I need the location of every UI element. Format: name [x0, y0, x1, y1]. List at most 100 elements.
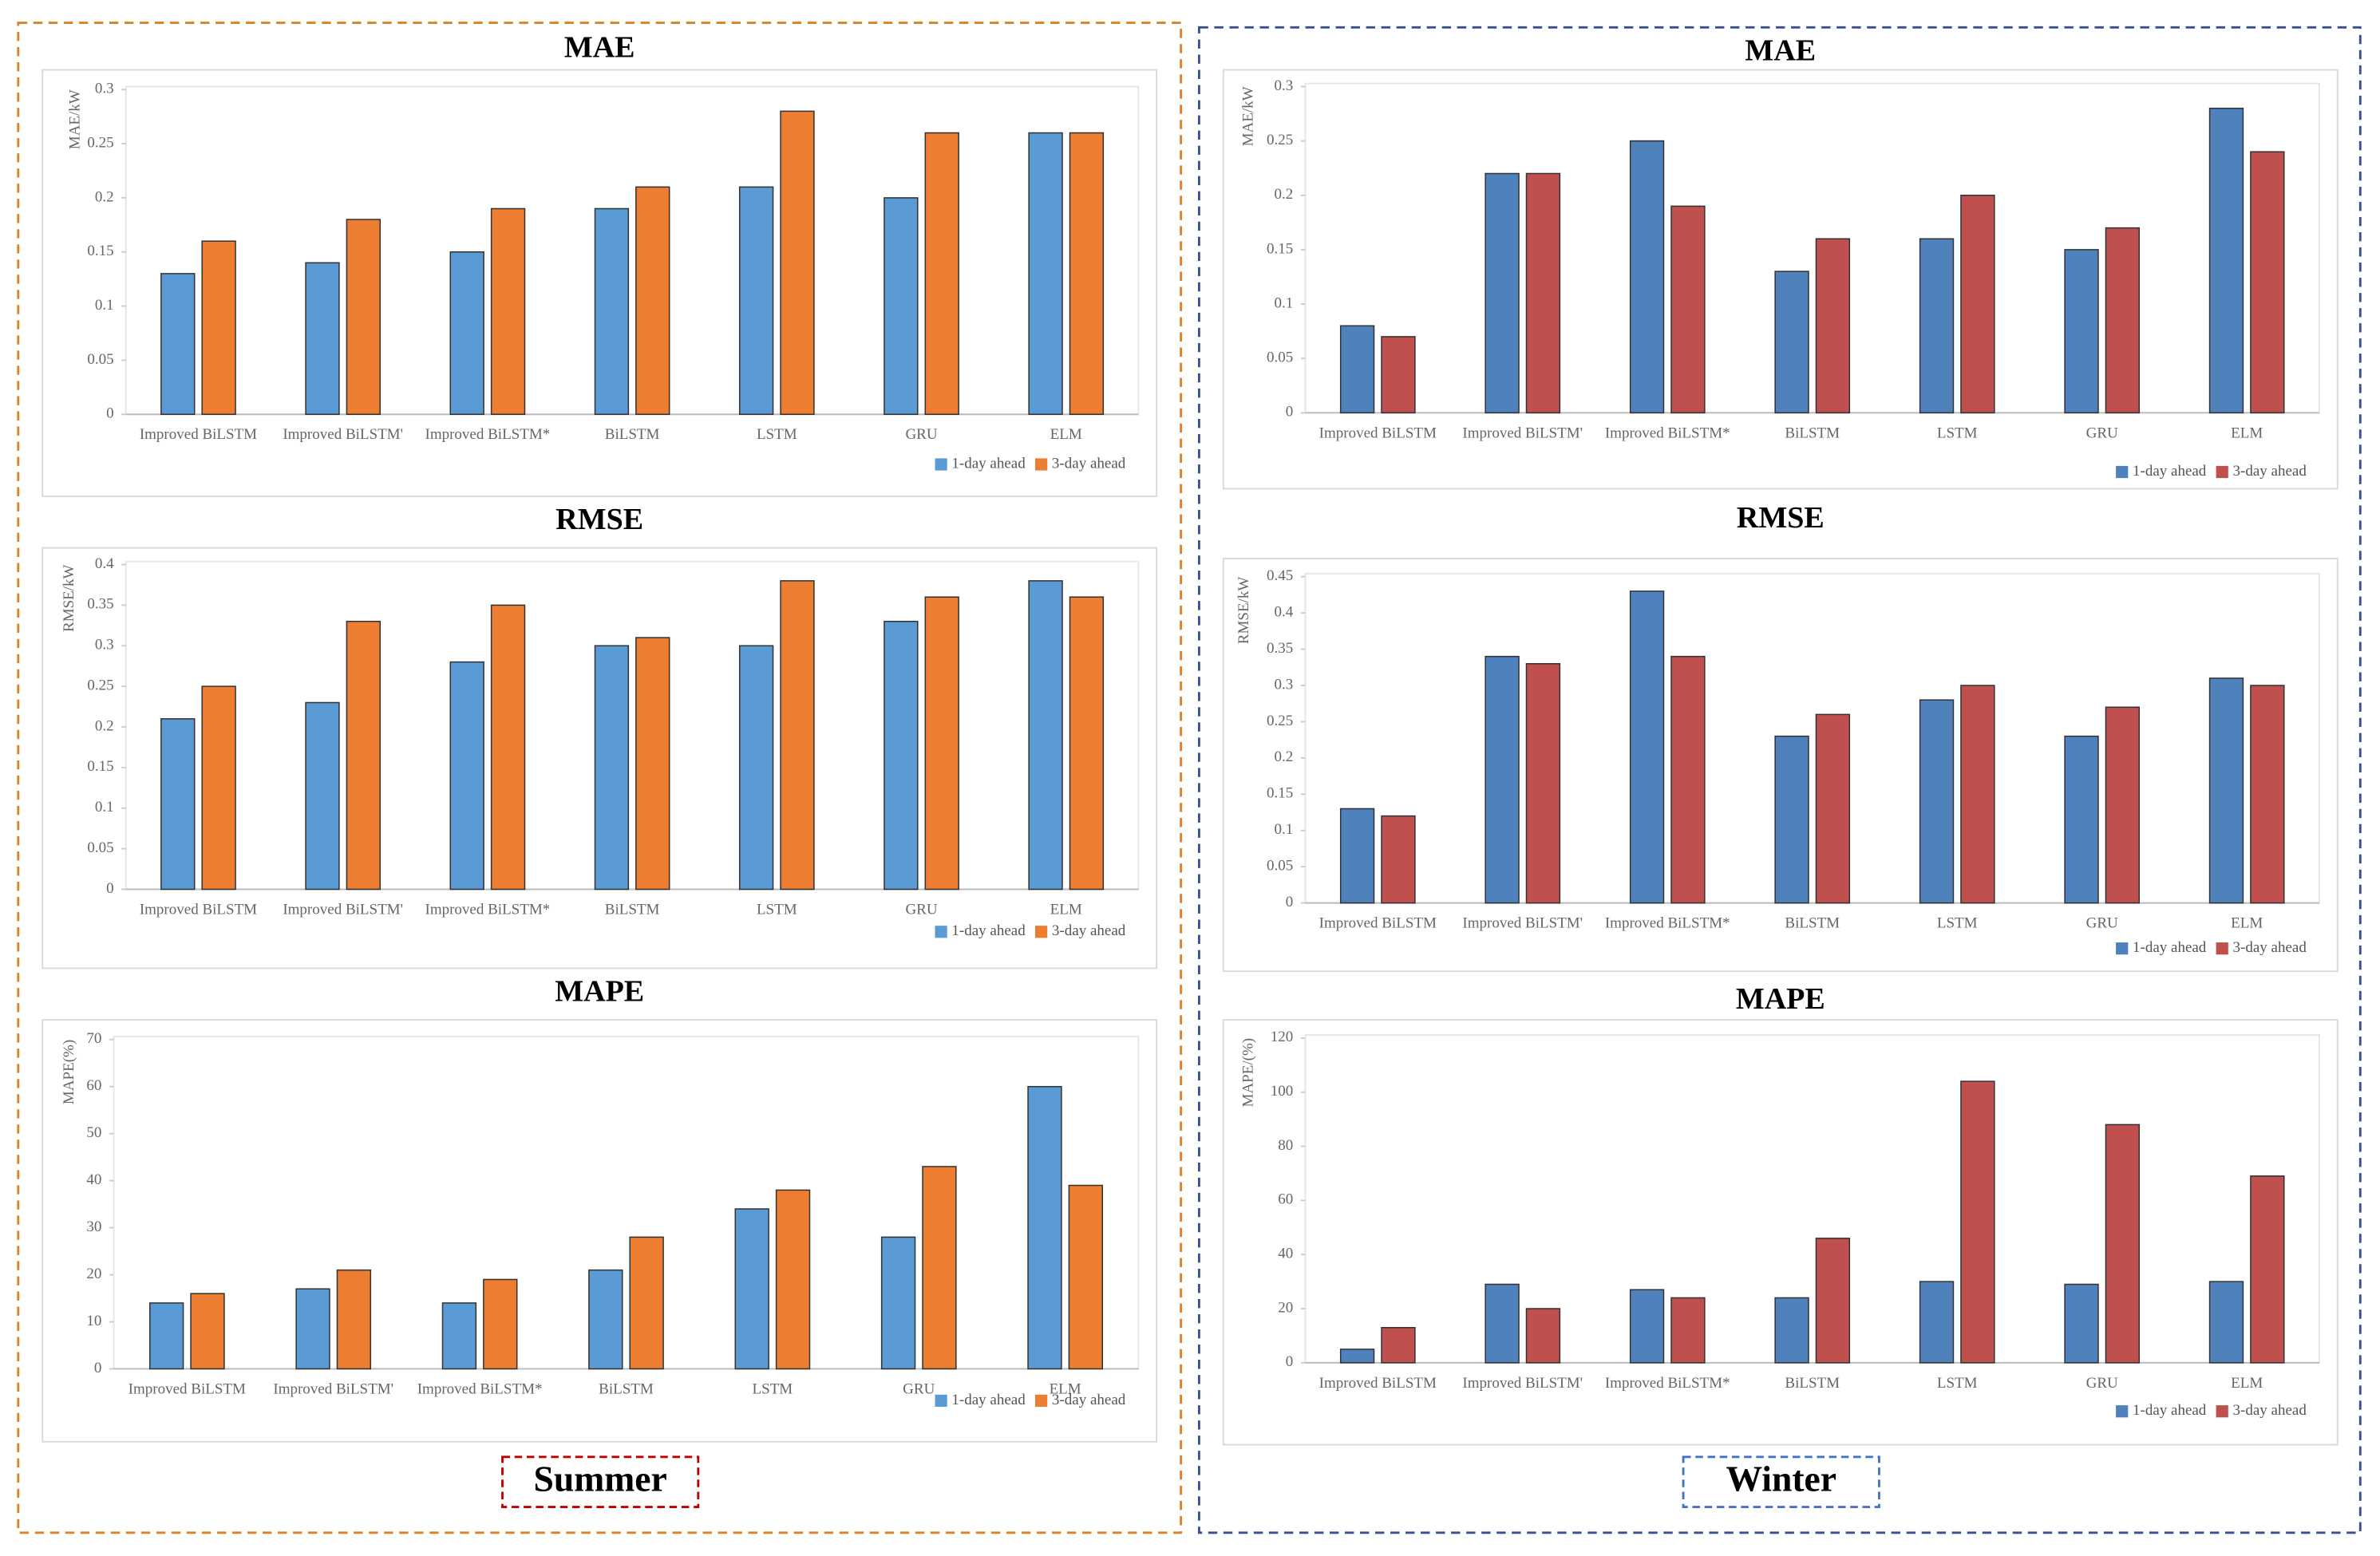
legend-label: 1-day ahead: [951, 922, 1026, 939]
bar: [594, 207, 630, 415]
bar: [1525, 663, 1561, 904]
x-tick-label: BiLSTM: [1785, 1375, 1840, 1392]
y-tick-label: 0: [1286, 1353, 1294, 1370]
y-tick-label: 0.1: [95, 799, 114, 816]
chart-box: [42, 547, 1158, 970]
bar: [1629, 590, 1665, 904]
x-tick-label: ELM: [1050, 1380, 1081, 1397]
y-tick-label: 0: [1286, 404, 1294, 421]
y-tick-label: 0.2: [95, 188, 114, 205]
y-tick-label: 0.25: [87, 134, 113, 151]
bar: [295, 1288, 330, 1370]
bar: [2064, 249, 2099, 414]
legend-swatch: [1035, 1394, 1048, 1408]
bar: [924, 132, 959, 415]
x-tick-label: Improved BiLSTM': [1462, 1375, 1583, 1392]
x-tick-label: Improved BiLSTM: [140, 426, 257, 443]
bar: [1629, 1289, 1665, 1364]
y-tick-label: 0.25: [1267, 132, 1293, 148]
bar: [1919, 1281, 1955, 1364]
y-tick-label: 0.25: [87, 677, 113, 693]
y-tick-label: 0.05: [1267, 350, 1293, 366]
x-tick-label: GRU: [905, 426, 937, 443]
y-tick-label: 0.45: [1267, 567, 1293, 584]
x-tick-label: Improved BiLSTM*: [425, 901, 551, 918]
chart-title: RMSE: [555, 503, 643, 536]
bar: [449, 661, 484, 891]
bar: [490, 604, 526, 891]
y-tick-label: 0.4: [1275, 604, 1294, 621]
chart-title: RMSE: [1737, 501, 1825, 535]
x-tick-label: GRU: [2086, 425, 2118, 441]
y-tick-label: 0: [106, 405, 114, 422]
x-tick-label: Improved BiLSTM*: [1605, 1375, 1730, 1392]
bar: [483, 1278, 518, 1370]
x-tick-label: LSTM: [1937, 425, 1978, 441]
winter-label-box: [1682, 1455, 1880, 1508]
bar: [1485, 172, 1520, 414]
summer-label-box: [501, 1455, 700, 1508]
panel-label: Summer: [534, 1459, 667, 1499]
x-tick-label: GRU: [2086, 1375, 2118, 1392]
y-tick-label: 0.25: [1267, 713, 1293, 729]
bar: [635, 186, 670, 415]
legend-swatch: [935, 458, 947, 471]
bar: [1919, 238, 1955, 414]
bar: [635, 637, 670, 891]
bar: [1339, 325, 1375, 414]
bar: [2250, 685, 2285, 904]
legend-swatch: [2216, 942, 2228, 955]
bar: [1485, 655, 1520, 904]
bar: [2064, 1283, 2099, 1364]
legend-swatch: [2216, 465, 2228, 479]
bar: [1629, 140, 1665, 414]
legend-label: 3-day ahead: [1052, 1392, 1126, 1408]
bar: [2208, 677, 2244, 904]
plot-area: [1304, 572, 2320, 904]
bar: [160, 273, 196, 415]
x-tick-label: Improved BiLSTM': [283, 426, 403, 443]
x-tick-label: Improved BiLSTM: [128, 1380, 246, 1397]
y-tick-label: 0.3: [95, 81, 114, 97]
bar: [1069, 132, 1105, 415]
y-tick-label: 0: [94, 1360, 102, 1376]
y-tick-label: 0.2: [1275, 748, 1294, 765]
legend-label: 1-day ahead: [951, 1392, 1026, 1408]
bar: [490, 207, 526, 415]
chart-title: MAE: [1745, 34, 1816, 67]
bar: [2105, 1124, 2141, 1364]
y-tick-label: 0.2: [95, 717, 114, 734]
bar: [190, 1293, 225, 1370]
y-tick-label: 0.35: [87, 596, 113, 613]
legend-label: 1-day ahead: [2133, 463, 2207, 480]
x-tick-label: Improved BiLSTM*: [417, 1380, 543, 1397]
bar: [1069, 596, 1105, 891]
y-tick-label: 0.15: [87, 758, 113, 775]
panel-label: Winter: [1726, 1459, 1836, 1499]
y-tick-label: 0.2: [1275, 186, 1294, 203]
bar: [1381, 1327, 1416, 1364]
y-tick-label: 0.15: [87, 243, 113, 259]
bar: [738, 645, 774, 891]
x-tick-label: BiLSTM: [605, 901, 660, 918]
bar: [780, 110, 815, 415]
bar: [884, 620, 919, 891]
legend-label: 3-day ahead: [2233, 463, 2307, 480]
bar: [1774, 271, 1809, 414]
bar: [2064, 735, 2099, 904]
bar: [780, 580, 815, 891]
bar: [1815, 713, 1851, 904]
legend-swatch: [2116, 1405, 2129, 1418]
y-tick-label: 100: [1271, 1083, 1294, 1100]
y-axis-label: MAPE(%): [61, 1040, 77, 1104]
x-tick-label: Improved BiLSTM: [1319, 915, 1437, 932]
bar: [629, 1236, 664, 1370]
bar: [1339, 1349, 1375, 1364]
x-tick-label: BiLSTM: [1785, 915, 1840, 932]
x-tick-label: Improved BiLSTM': [1462, 425, 1583, 441]
bar: [1485, 1283, 1520, 1364]
x-tick-label: BiLSTM: [599, 1380, 654, 1397]
bar: [1774, 1297, 1809, 1364]
bar: [775, 1189, 811, 1370]
